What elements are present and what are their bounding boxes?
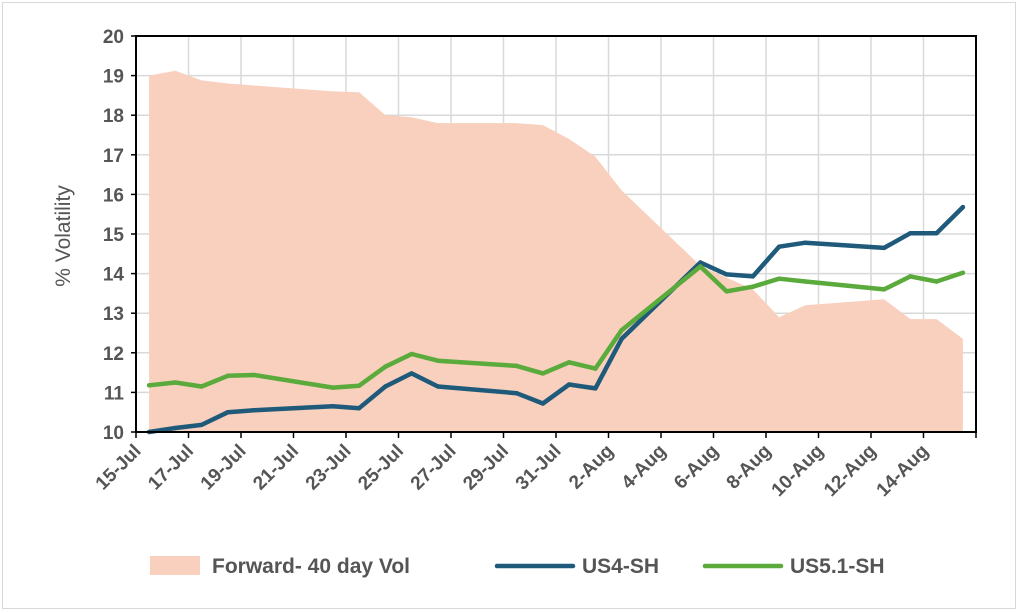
point-us4-sh-15 (698, 260, 703, 265)
point-us5-1-sh-15 (698, 264, 703, 269)
point-us4-sh-11 (540, 401, 546, 406)
area-series-layer (149, 70, 963, 433)
x-tick-label-15-Jul: 15-Jul (92, 441, 146, 495)
legend-item-us5-1-sh: US5.1-SH (702, 555, 885, 578)
point-us5-1-sh-2 (199, 384, 204, 389)
point-us4-sh-19 (803, 240, 808, 245)
point-us4-sh-12 (566, 382, 572, 387)
y-tick-labels: 10 11 12 13 14 15 16 17 18 19 20 (103, 27, 125, 444)
y-tick-label-10: 10 (103, 423, 124, 444)
point-us4-sh-13 (593, 386, 598, 391)
y-tick-label-15: 15 (103, 225, 125, 246)
y-tick-label-19: 19 (103, 67, 124, 88)
y-tick-label-13: 13 (103, 304, 124, 325)
point-us5-1-sh-7 (383, 364, 388, 369)
point-us5-1-sh-10 (514, 363, 519, 369)
point-us5-1-sh-1 (173, 380, 178, 385)
point-us4-sh-4 (251, 408, 257, 413)
x-tick-label-29-Jul: 29-Jul (459, 441, 513, 495)
point-us5-1-sh-5 (330, 385, 336, 390)
legend-label-forward-40-day-vol: Forward- 40 day Vol (212, 555, 410, 578)
point-us4-sh-17 (750, 274, 756, 279)
point-us4-sh-21 (908, 231, 913, 236)
area-series-forward-40-day-vol (149, 70, 963, 433)
line-series-layer (146, 204, 966, 435)
point-us5-1-sh-9 (435, 358, 441, 363)
point-us4-sh-7 (383, 384, 388, 389)
point-us5-1-sh-3 (225, 373, 231, 378)
x-tick-label-14-Aug: 14-Aug (873, 441, 933, 501)
point-us4-sh-5 (330, 404, 336, 409)
point-us5-1-sh-20 (881, 287, 887, 292)
y-tick-label-11: 11 (104, 383, 125, 404)
point-us4-sh-14 (619, 336, 624, 342)
point-us4-sh-16 (724, 272, 729, 277)
point-us5-1-sh-4 (251, 372, 257, 378)
legend-item-us4-sh: US4-SH (494, 555, 659, 578)
legend-swatch-forward-40-day-vol (150, 556, 200, 575)
point-us5-1-sh-23 (960, 270, 966, 276)
point-us5-1-sh-13 (593, 366, 598, 371)
point-us5-1-sh-22 (934, 279, 939, 284)
y-tick-label-17: 17 (103, 146, 124, 167)
y-axis-title: % Volatility (52, 185, 75, 287)
x-tick-label-25-Jul: 25-Jul (354, 441, 408, 495)
point-us5-1-sh-0 (146, 383, 152, 388)
line-series-us4-sh (146, 204, 966, 435)
point-us4-sh-20 (881, 245, 887, 251)
point-us4-sh-1 (173, 425, 178, 431)
x-tick-label-4-Aug: 4-Aug (618, 441, 671, 494)
x-tick-label-19-Jul: 19-Jul (197, 441, 251, 495)
x-tick-label-12-Aug: 12-Aug (820, 441, 880, 501)
point-us5-1-sh-14 (619, 328, 624, 333)
x-tick-label-17-Jul: 17-Jul (144, 441, 198, 495)
legend-label-us5-1-sh: US5.1-SH (790, 555, 885, 578)
legend: Forward- 40 day Vol US4-SH US5.1-SH (150, 555, 885, 578)
x-tick-label-23-Jul: 23-Jul (302, 441, 356, 495)
point-us5-1-sh-18 (776, 276, 782, 281)
y-tick-label-14: 14 (103, 265, 125, 286)
x-tick-label-10-Aug: 10-Aug (768, 441, 828, 501)
x-tick-label-6-Aug: 6-Aug (670, 441, 723, 494)
point-us5-1-sh-11 (540, 371, 546, 376)
point-us4-sh-8 (409, 371, 414, 376)
point-us5-1-sh-21 (908, 274, 913, 279)
x-tick-label-2-Aug: 2-Aug (565, 441, 618, 494)
point-us4-sh-9 (435, 384, 441, 389)
x-tick-label-27-Jul: 27-Jul (407, 441, 461, 495)
point-us5-1-sh-16 (724, 289, 729, 294)
point-us4-sh-2 (199, 422, 204, 428)
y-tick-label-18: 18 (103, 106, 124, 127)
point-us4-sh-10 (514, 390, 519, 396)
point-us5-1-sh-12 (566, 360, 572, 365)
point-us5-1-sh-19 (803, 279, 808, 284)
legend-label-us4-sh: US4-SH (582, 555, 659, 578)
x-tick-label-31-Jul: 31-Jul (512, 441, 566, 495)
x-tick-label-21-Jul: 21-Jul (249, 441, 303, 495)
y-tick-label-20: 20 (103, 27, 124, 48)
y-tick-label-12: 12 (103, 344, 124, 365)
axes (131, 35, 977, 438)
point-us5-1-sh-6 (356, 383, 362, 388)
x-tick-labels: 15-Jul17-Jul19-Jul21-Jul23-Jul25-Jul27-J… (92, 441, 933, 501)
point-us4-sh-3 (225, 410, 231, 415)
point-us4-sh-6 (356, 406, 362, 411)
y-tick-label-16: 16 (103, 185, 124, 206)
point-us4-sh-18 (776, 244, 782, 249)
point-us5-1-sh-17 (750, 284, 756, 289)
point-us4-sh-23 (960, 204, 966, 210)
line-series-us5-1-sh (146, 264, 966, 390)
point-us5-1-sh-8 (409, 351, 414, 357)
point-us4-sh-22 (934, 231, 939, 236)
legend-item-forward-40-day-vol: Forward- 40 day Vol (150, 555, 410, 578)
